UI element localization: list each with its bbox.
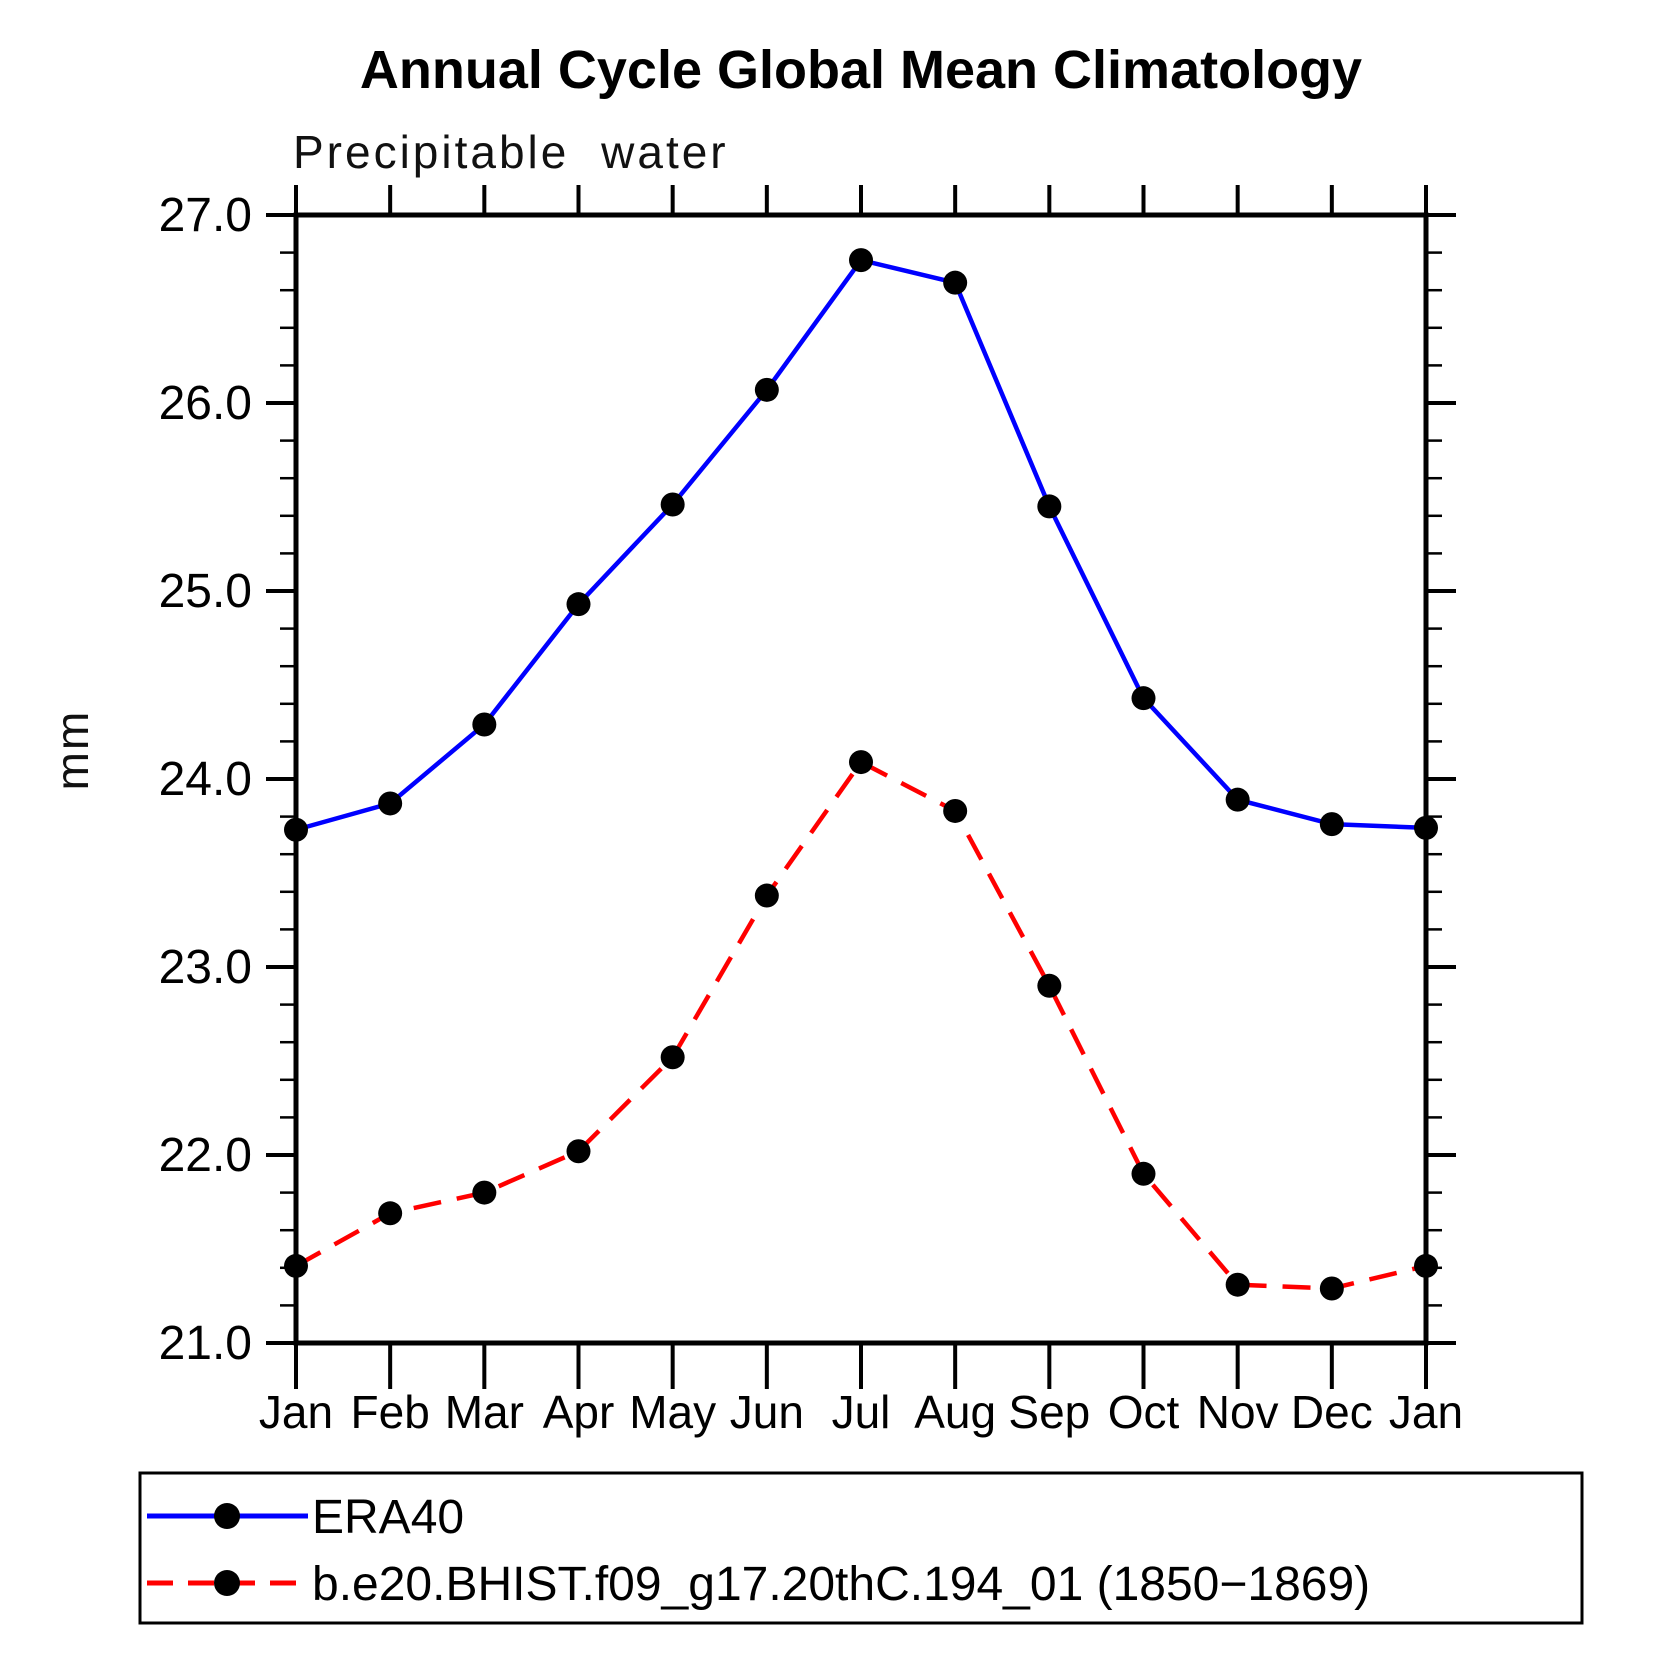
series-line-0 — [295, 257, 1427, 832]
legend: ERA40 b.e20.BHIST.f09_g17.20thC.194_01 (1… — [138, 1471, 1584, 1625]
data-point — [943, 270, 968, 295]
data-point — [566, 592, 591, 617]
data-point — [1131, 1161, 1156, 1186]
y-tick-label: 21.0 — [159, 1317, 252, 1370]
x-tick-label: Nov — [1197, 1386, 1279, 1438]
y-tick-label: 22.0 — [159, 1129, 252, 1182]
legend-box — [138, 1471, 1584, 1625]
chart-subtitle: Precipitable water — [293, 126, 729, 178]
data-point — [1414, 815, 1438, 840]
data-point — [943, 798, 968, 823]
y-tick-label: 23.0 — [159, 941, 252, 994]
data-point — [472, 1180, 497, 1205]
x-tick-label: Jan — [259, 1386, 333, 1438]
series-line-1 — [294, 759, 1427, 1291]
data-point — [1225, 1272, 1250, 1297]
legend-label: b.e20.BHIST.f09_g17.20thC.194_01 (1850−1… — [312, 1558, 1370, 1611]
data-point — [1131, 686, 1156, 711]
data-point — [566, 1139, 591, 1164]
data-point — [754, 883, 779, 908]
x-tick-label: Oct — [1108, 1386, 1180, 1438]
y-axis-label: mm — [46, 710, 98, 791]
x-tick-label: Aug — [914, 1386, 996, 1438]
y-tick-label: 27.0 — [159, 189, 252, 242]
data-point — [472, 712, 497, 737]
data-point — [1319, 812, 1344, 837]
x-tick-label: Sep — [1008, 1386, 1090, 1438]
data-point — [1319, 1276, 1344, 1301]
data-point — [378, 791, 403, 816]
x-tick-label: Feb — [351, 1386, 430, 1438]
y-tick-label: 26.0 — [159, 377, 252, 430]
plot-frame — [293, 212, 1429, 1346]
x-tick-label: Jan — [1389, 1386, 1463, 1438]
data-point — [660, 492, 685, 517]
legend-marker — [214, 1503, 240, 1529]
chart-title: Annual Cycle Global Mean Climatology — [360, 40, 1362, 100]
x-tick-label: May — [629, 1386, 716, 1438]
data-point — [849, 248, 873, 273]
data-point — [754, 377, 779, 402]
data-point — [284, 1253, 308, 1278]
x-tick-label: Jun — [730, 1386, 804, 1438]
y-tick-label: 24.0 — [159, 753, 252, 806]
data-point — [1037, 973, 1062, 998]
x-tick-label: Dec — [1291, 1386, 1373, 1438]
y-tick-label: 25.0 — [159, 565, 252, 618]
data-point — [1225, 787, 1250, 812]
data-point — [284, 817, 308, 842]
data-point — [849, 750, 873, 775]
legend-label: ERA40 — [312, 1491, 464, 1544]
plot-area: 21.0 22.0 23.0 24.0 25.0 26.0 27.0 Jan Feb Mar Apr… — [159, 185, 1463, 1438]
x-tick-label: Apr — [543, 1386, 615, 1438]
x-tick-label: Jul — [832, 1386, 891, 1438]
legend-marker — [214, 1570, 240, 1596]
data-point — [1037, 494, 1062, 519]
data-point — [660, 1045, 685, 1070]
data-point — [1414, 1253, 1438, 1278]
data-point — [378, 1201, 403, 1226]
x-tick-label: Mar — [445, 1386, 524, 1438]
